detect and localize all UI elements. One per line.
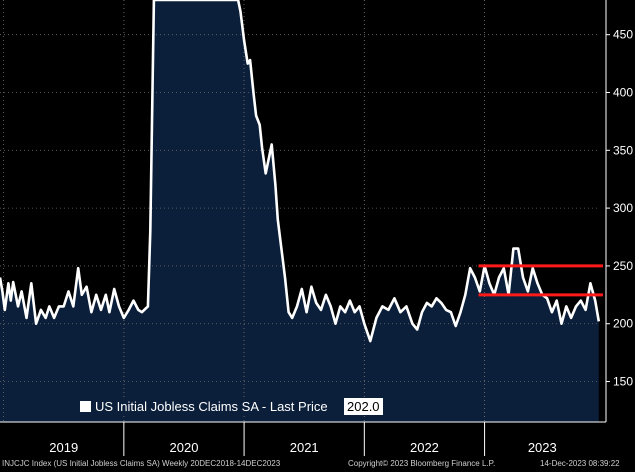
legend-swatch xyxy=(80,401,91,412)
footer: INJCJC Index (US Initial Jobless Claims … xyxy=(0,456,635,472)
legend-last-value: 202.0 xyxy=(344,398,383,415)
y-tick-label: 300 xyxy=(613,201,633,215)
series-line xyxy=(0,0,601,343)
legend: US Initial Jobless Claims SA - Last Pric… xyxy=(76,397,383,416)
footer-copyright: Copyright© 2023 Bloomberg Finance L.P. xyxy=(348,459,496,468)
y-tick-label: 400 xyxy=(613,85,633,99)
chart: 150 200 250 300 350 400 450 2019 2020 2021 2022 202… xyxy=(0,0,635,456)
legend-box: US Initial Jobless Claims SA - Last Pric… xyxy=(76,397,344,416)
y-tick-label: 250 xyxy=(613,259,633,273)
x-tick-label: 2021 xyxy=(290,440,319,455)
x-tick-label: 2023 xyxy=(528,440,557,455)
y-tick-label: 450 xyxy=(613,28,633,42)
x-tick-label: 2022 xyxy=(410,440,439,455)
x-tick-label: 2019 xyxy=(49,440,78,455)
footer-timestamp: 14-Dec-2023 08:39:22 xyxy=(540,459,620,468)
footer-source: INJCJC Index (US Initial Jobless Claims … xyxy=(2,459,281,468)
legend-label: US Initial Jobless Claims SA - Last Pric… xyxy=(95,399,328,414)
y-tick-label: 350 xyxy=(613,143,633,157)
y-tick-label: 200 xyxy=(613,317,633,331)
y-tick-label: 150 xyxy=(613,375,633,389)
x-tick-label: 2020 xyxy=(170,440,199,455)
series-area xyxy=(0,0,599,422)
